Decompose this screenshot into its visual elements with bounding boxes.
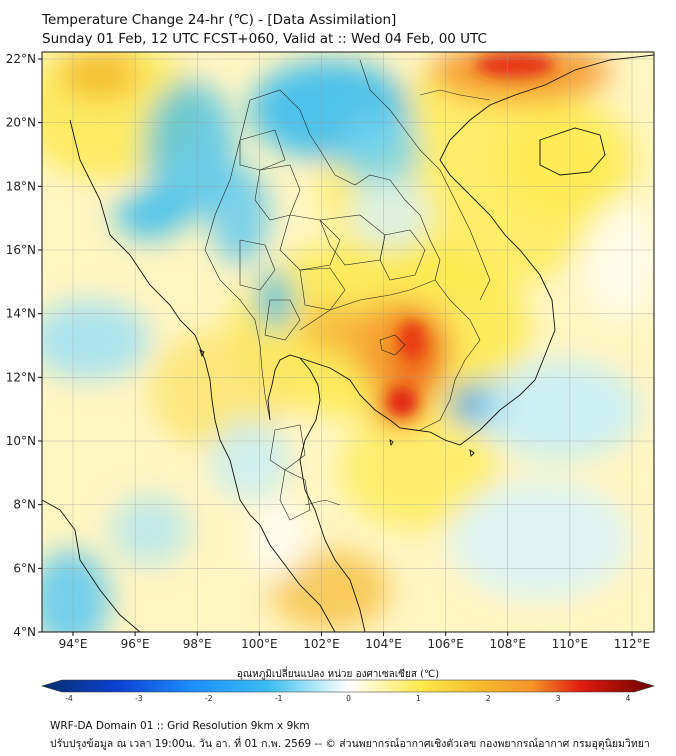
lon-tick-label: 94°E [59,637,88,651]
lat-tick-label: 14°N [6,307,36,321]
lon-tick-label: 108°E [490,637,527,651]
colorbar-tick-label: -4 [65,694,73,703]
colorbar-bar [40,679,656,693]
lat-tick-label: 6°N [13,561,36,575]
lon-tick-label: 110°E [552,637,589,651]
lon-tick-label: 98°E [183,637,212,651]
colorbar-label: อุณหภูมิเปลี่ยนแปลง หน่วย องศาเซลเซียส (… [236,669,440,680]
lon-tick-label: 104°E [365,637,402,651]
lon-tick-label: 100°E [241,637,278,651]
lat-tick-label: 10°N [6,434,36,448]
lat-tick-label: 8°N [13,498,36,512]
lon-tick-label: 102°E [303,637,340,651]
colorbar-ticks: -4 -3 -2 -1 0 1 2 3 4 [65,694,630,703]
lat-tick-label: 20°N [6,116,36,130]
lat-tick-label: 12°N [6,370,36,384]
lon-tick-label: 106°E [427,637,464,651]
colorbar-tick-label: 4 [626,694,631,703]
lat-tick-label: 22°N [6,52,36,66]
plot-frame [41,51,655,633]
lat-tick-label: 18°N [6,179,36,193]
colorbar-tick-label: -1 [275,694,283,703]
temperature-field [42,52,654,632]
footer-domain-info: WRF-DA Domain 01 :: Grid Resolution 9km … [50,720,310,732]
colorbar-tick-label: 2 [486,694,491,703]
map-title: Temperature Change 24-hr (℃) - [Data Ass… [42,12,397,28]
coastlines [42,54,654,632]
lat-tick-label: 16°N [6,243,36,257]
graticule [42,52,654,633]
colorbar-tick-label: 0 [346,694,351,703]
map-subtitle: Sunday 01 Feb, 12 UTC FCST+060, Valid at… [42,31,487,47]
country-borders [204,59,491,521]
lat-tick-label: 4°N [13,625,36,639]
colorbar-tick-label: -3 [135,694,143,703]
colorbar-tick-label: -2 [205,694,213,703]
colorbar-tick-label: 1 [416,694,421,703]
colorbar-tick-label: 3 [556,694,561,703]
colorbar: -4 -3 -2 -1 0 1 2 3 4 [40,679,656,703]
lon-tick-label: 96°E [121,637,150,651]
longitude-axis: 94°E 96°E 98°E 100°E 102°E 104°E 106°E 108°E 110… [59,632,651,651]
footer-credits: ปรับปรุงข้อมูล ณ เวลา 19:00น. วัน อา. ที… [50,738,650,750]
lon-tick-label: 112°E [614,637,651,651]
latitude-axis: 22°N 20°N 18°N 16°N 14°N 12°N 10°N 8°N 6°N 4°N [6,52,42,639]
